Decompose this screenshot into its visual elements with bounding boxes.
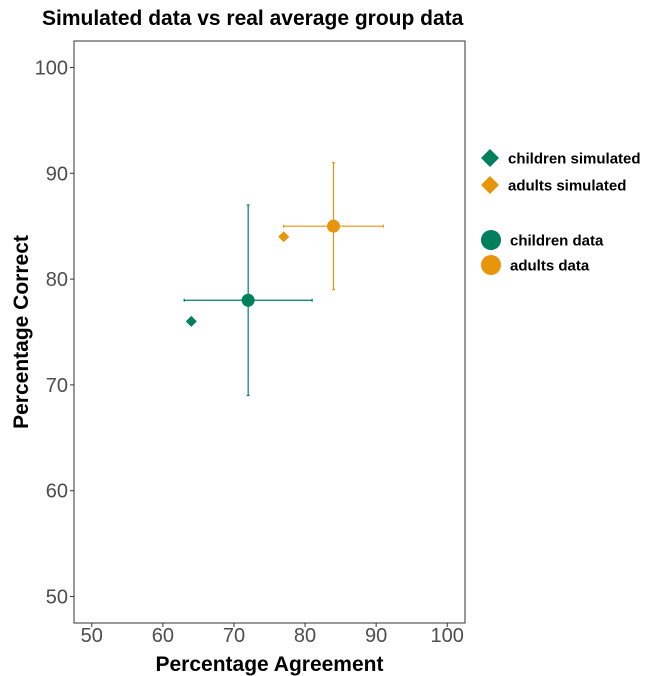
x-tick-label: 100 — [431, 625, 464, 647]
legend-entry-label: adults simulated — [508, 178, 626, 195]
x-tick-label: 70 — [223, 625, 245, 647]
y-axis-ticks: 50 60 70 80 90 100 — [35, 57, 74, 609]
legend-entry-label: children simulated — [508, 151, 641, 168]
legend-key-circle — [481, 230, 501, 250]
y-tick-label: 100 — [35, 57, 68, 79]
legend-key-diamond — [481, 149, 499, 167]
x-tick-label: 50 — [81, 625, 103, 647]
x-tick-label: 90 — [365, 625, 387, 647]
data-point-circle — [326, 219, 340, 233]
legend: children simulated adults simulated childr… — [481, 149, 641, 275]
y-tick-label: 70 — [46, 375, 68, 397]
legend-key-circle — [481, 255, 501, 275]
legend-entry-label: adults data — [510, 258, 590, 275]
data-point-diamond — [278, 231, 290, 243]
legend-key-diamond — [481, 176, 499, 194]
data-point-circle — [241, 293, 255, 307]
y-tick-label: 50 — [46, 587, 68, 609]
chart-title: Simulated data vs real average group dat… — [42, 7, 464, 30]
data-point-diamond — [185, 315, 197, 327]
y-tick-label: 90 — [46, 163, 68, 185]
data-marks — [183, 162, 384, 397]
x-axis-ticks: 50 60 70 80 90 100 — [81, 623, 464, 647]
y-tick-label: 60 — [46, 481, 68, 503]
legend-entry-label: children data — [510, 233, 604, 250]
x-axis-label: Percentage Agreement — [156, 653, 384, 676]
y-axis-label: Percentage Correct — [10, 235, 33, 429]
x-tick-label: 80 — [294, 625, 316, 647]
plot-panel — [73, 40, 466, 624]
y-tick-label: 80 — [46, 269, 68, 291]
x-tick-label: 60 — [152, 625, 174, 647]
